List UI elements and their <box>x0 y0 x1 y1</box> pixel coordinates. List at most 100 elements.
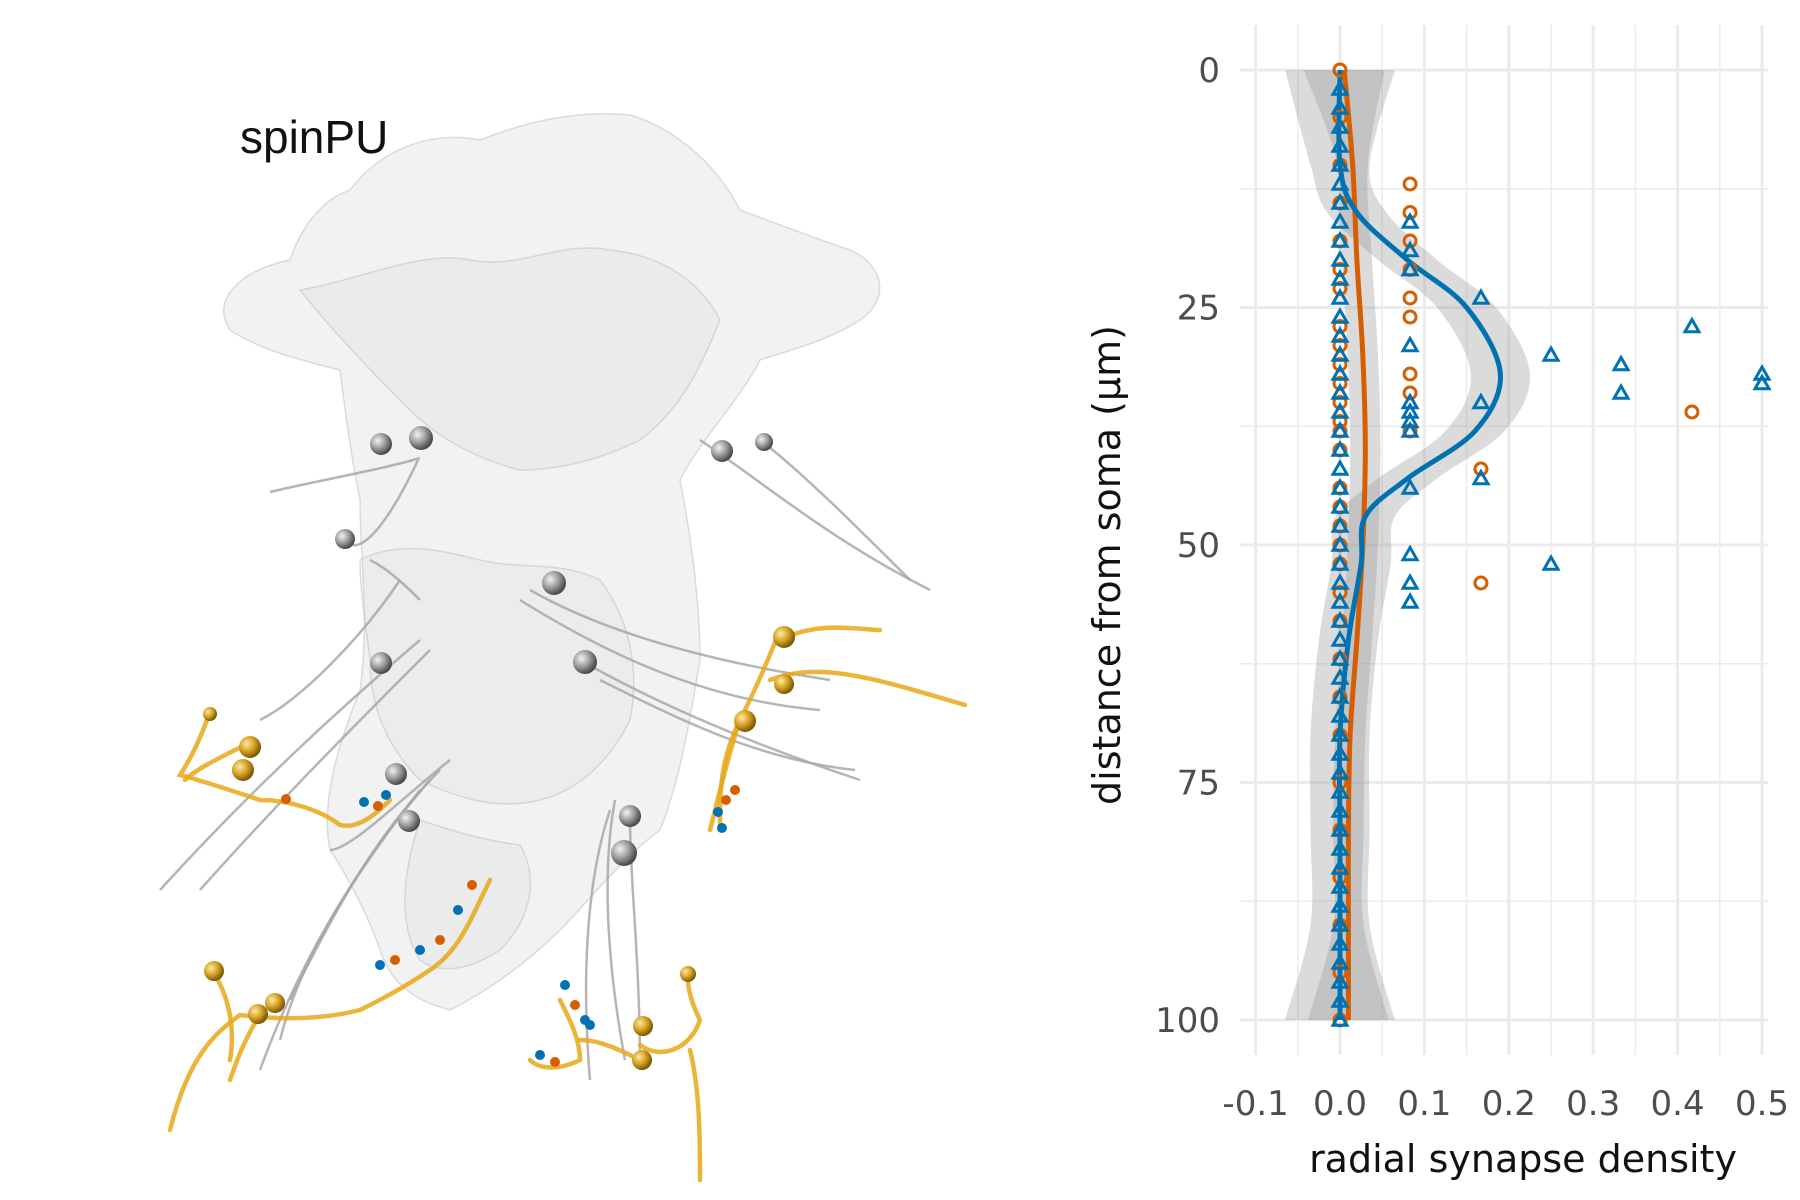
point-series-2 <box>1611 382 1631 400</box>
point-series-2 <box>1330 800 1350 818</box>
point-series-2 <box>1400 477 1420 495</box>
point-series-2 <box>1330 382 1350 400</box>
point-series-2 <box>1330 952 1350 970</box>
point-series-2 <box>1330 515 1350 533</box>
trend-lines <box>1336 69 1503 1020</box>
point-series-2 <box>1330 287 1350 305</box>
point-series-2 <box>1471 468 1491 486</box>
point-series-2 <box>1400 240 1420 258</box>
point-series-1 <box>1332 62 1348 78</box>
y-tick-label: 100 <box>1155 1001 1220 1041</box>
point-series-1 <box>1332 338 1348 353</box>
point-series-1 <box>1402 176 1418 192</box>
point-series-1 <box>1402 385 1418 401</box>
point-series-2 <box>1330 249 1350 267</box>
point-series-2 <box>1330 819 1350 837</box>
x-axis-title: radial synapse density <box>1309 1137 1737 1181</box>
point-series-1 <box>1473 575 1489 591</box>
point-series-2 <box>1330 78 1350 96</box>
point-series-2 <box>1330 420 1350 438</box>
point-series-1 <box>1402 309 1418 325</box>
point-series-2 <box>1330 477 1350 495</box>
point-series-2 <box>1330 458 1350 476</box>
point-series-2 <box>1400 544 1420 562</box>
point-series-2 <box>1330 876 1350 894</box>
point-series-2 <box>1330 154 1350 172</box>
point-series-2 <box>1330 572 1350 590</box>
point-series-2 <box>1330 629 1350 647</box>
y-tick-labels: 0 25 50 75 100 <box>1155 51 1220 1041</box>
x-tick-label: 0.0 <box>1313 1084 1367 1124</box>
point-series-2 <box>1330 116 1350 134</box>
grey-neurites <box>159 438 931 1081</box>
data-points <box>1330 62 1772 1028</box>
point-series-2 <box>1330 648 1350 666</box>
point-series-2 <box>1400 420 1420 438</box>
point-series-1 <box>1402 233 1418 249</box>
point-series-1 <box>1402 205 1418 220</box>
point-series-2 <box>1330 496 1350 514</box>
point-series-2 <box>1330 895 1350 913</box>
point-series-2 <box>1330 306 1350 324</box>
point-series-1 <box>1332 870 1348 885</box>
point-series-2 <box>1330 135 1350 153</box>
y-axis-title: distance from soma (μm) <box>1085 325 1129 805</box>
point-series-2 <box>1682 316 1702 334</box>
point-series-1 <box>1684 404 1700 420</box>
point-series-1 <box>1473 461 1489 477</box>
point-series-1 <box>1332 414 1348 429</box>
point-series-1 <box>1332 319 1348 334</box>
point-series-2 <box>1330 705 1350 723</box>
synapse-dots <box>281 785 740 1067</box>
point-series-2 <box>1330 230 1350 248</box>
point-series-2 <box>1330 610 1350 628</box>
point-series-2 <box>1541 553 1561 571</box>
neuron-render: spinPU <box>159 111 968 1183</box>
x-tick-labels: -0.1 0.0 0.1 0.2 0.3 0.4 0.5 <box>1222 1084 1789 1124</box>
specimen-label: spinPU <box>240 111 388 163</box>
y-tick-label: 75 <box>1177 764 1220 804</box>
point-series-2 <box>1330 667 1350 685</box>
point-series-2 <box>1400 335 1420 353</box>
point-series-2 <box>1611 354 1631 372</box>
ribbon-series-1 <box>1303 70 1389 1020</box>
point-series-2 <box>1330 743 1350 761</box>
point-series-2 <box>1330 971 1350 989</box>
x-tick-label: 0.3 <box>1566 1084 1620 1124</box>
point-series-2 <box>1330 211 1350 229</box>
point-series-2 <box>1471 392 1491 410</box>
point-series-2 <box>1330 553 1350 571</box>
point-series-1 <box>1332 357 1348 372</box>
grey-spheres <box>335 426 773 866</box>
point-series-2 <box>1330 325 1350 343</box>
point-series-2 <box>1330 990 1350 1008</box>
point-series-2 <box>1330 724 1350 742</box>
point-series-1 <box>1332 395 1348 410</box>
point-series-1 <box>1332 775 1348 790</box>
point-series-2 <box>1330 914 1350 932</box>
point-series-1 <box>1332 965 1348 980</box>
y-tick-label: 0 <box>1198 51 1220 91</box>
point-series-2 <box>1330 439 1350 457</box>
point-series-2 <box>1330 686 1350 704</box>
point-series-2 <box>1330 363 1350 381</box>
point-series-2 <box>1752 373 1772 391</box>
gold-spheres <box>203 626 795 1070</box>
point-series-2 <box>1400 259 1420 277</box>
x-tick-label: 0.2 <box>1482 1084 1536 1124</box>
x-tick-label: 0.4 <box>1651 1084 1705 1124</box>
chart: -0.1 0.0 0.1 0.2 0.3 0.4 0.5 0 25 50 75 100 radial… <box>1085 25 1789 1181</box>
point-series-2 <box>1330 781 1350 799</box>
trend-line-series-2 <box>1336 69 1503 1020</box>
point-series-1 <box>1402 290 1418 306</box>
point-series-2 <box>1330 173 1350 191</box>
point-series-1 <box>1402 366 1418 382</box>
point-series-2 <box>1330 344 1350 362</box>
point-series-2 <box>1330 192 1350 210</box>
point-series-1 <box>1332 585 1348 600</box>
point-series-2 <box>1400 572 1420 590</box>
point-series-2 <box>1330 933 1350 951</box>
point-series-2 <box>1541 344 1561 362</box>
point-series-2 <box>1330 268 1350 286</box>
